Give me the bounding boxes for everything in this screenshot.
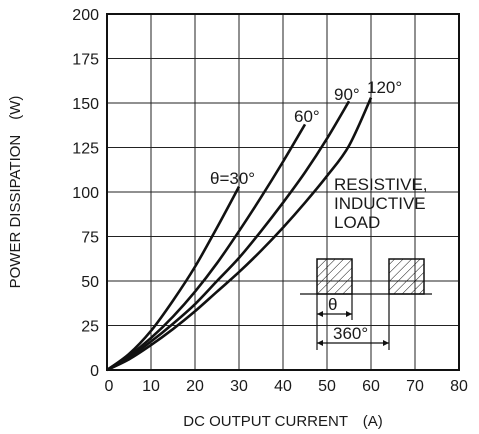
series-curve-0 [106, 186, 241, 372]
x-tick-label-10: 10 [142, 378, 160, 395]
y-tick-label-150: 150 [72, 96, 99, 113]
y-tick-label-75: 75 [81, 230, 99, 247]
x-tick-label-70: 70 [406, 378, 424, 395]
conduction-pulse-2 [388, 258, 425, 295]
x-tick-label-30: 30 [230, 378, 248, 395]
load-text-line1: RESISTIVE, [334, 175, 428, 194]
x-tick-label-0: 0 [105, 378, 114, 395]
series-curve-2 [106, 100, 351, 372]
y-tick-label-50: 50 [81, 274, 99, 291]
period-label: 360° [333, 324, 368, 343]
plot-frame [106, 13, 460, 371]
series-label-30: θ=30° [210, 169, 255, 188]
theta-label: θ [328, 295, 337, 314]
load-text-line3: LOAD [334, 213, 380, 232]
series-label-120: 120° [367, 78, 402, 97]
y-tick-label-200: 200 [72, 7, 99, 24]
series-curve-3 [106, 97, 373, 372]
y-tick-label-125: 125 [72, 141, 99, 158]
y-tick-label-0: 0 [90, 363, 99, 380]
load-text-line2: INDUCTIVE [334, 194, 426, 213]
series-curve-1 [106, 123, 307, 372]
x-tick-label-80: 80 [450, 378, 468, 395]
conduction-pulse-1 [316, 258, 353, 295]
x-tick-label-50: 50 [318, 378, 336, 395]
y-tick-label-175: 175 [72, 52, 99, 69]
x-tick-label-60: 60 [362, 378, 380, 395]
y-tick-label-25: 25 [81, 319, 99, 336]
waveform-inset: θ 360° [300, 258, 432, 350]
x-axis-label: DC OUTPUT CURRENT (A) [183, 413, 382, 430]
grid-lines [107, 14, 459, 370]
series-label-90: 90° [334, 85, 360, 104]
series-label-60: 60° [294, 107, 320, 126]
x-tick-label-20: 20 [186, 378, 204, 395]
tick-labels: 0 10 20 30 40 50 60 70 80 0 25 50 75 100 125 150 175 200 [72, 7, 468, 395]
series-curves [106, 97, 373, 372]
x-tick-label-40: 40 [274, 378, 292, 395]
y-tick-label-100: 100 [72, 185, 99, 202]
y-axis-label: POWER DISSIPATION (W) [7, 96, 24, 289]
